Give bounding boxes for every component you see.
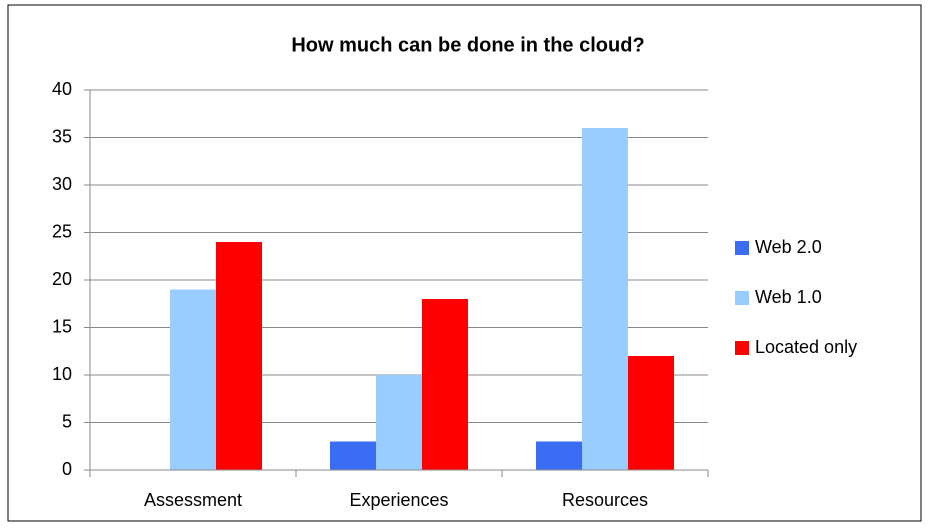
y-tick-label: 0 <box>62 459 72 479</box>
y-tick-label: 35 <box>52 126 72 146</box>
bar <box>330 441 376 470</box>
bar <box>170 289 216 470</box>
x-tick-label: Resources <box>562 490 648 510</box>
legend-label: Web 2.0 <box>755 237 822 257</box>
bar <box>582 128 628 470</box>
legend-swatch <box>735 341 749 355</box>
chart-title: How much can be done in the cloud? <box>291 34 644 56</box>
bar <box>376 375 422 470</box>
bar <box>536 441 582 470</box>
y-tick-label: 40 <box>52 79 72 99</box>
y-tick-label: 5 <box>62 411 72 431</box>
y-tick-label: 20 <box>52 269 72 289</box>
x-tick-label: Assessment <box>144 490 242 510</box>
y-tick-label: 10 <box>52 364 72 384</box>
legend-swatch <box>735 291 749 305</box>
x-tick-label: Experiences <box>349 490 448 510</box>
bar <box>628 356 674 470</box>
legend-label: Located only <box>755 337 857 357</box>
bar <box>216 242 262 470</box>
bar <box>422 299 468 470</box>
y-tick-label: 15 <box>52 316 72 336</box>
y-tick-label: 30 <box>52 174 72 194</box>
legend-label: Web 1.0 <box>755 287 822 307</box>
legend-swatch <box>735 241 749 255</box>
y-tick-label: 25 <box>52 221 72 241</box>
